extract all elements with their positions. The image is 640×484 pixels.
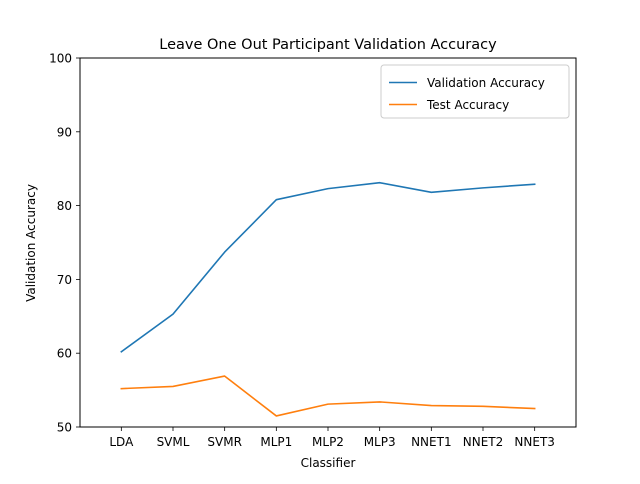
legend-label: Validation Accuracy xyxy=(427,76,545,90)
legend: Validation Accuracy Test Accuracy xyxy=(381,65,569,118)
y-tick-label: 60 xyxy=(57,347,72,361)
legend-label: Test Accuracy xyxy=(426,98,509,112)
x-axis-label: Classifier xyxy=(301,456,356,470)
x-tick-label: LDA xyxy=(109,435,134,449)
x-tick-label: MLP3 xyxy=(364,435,396,449)
x-tick-label: NNET1 xyxy=(411,435,452,449)
y-axis-label: Validation Accuracy xyxy=(24,184,38,302)
chart-title: Leave One Out Participant Validation Acc… xyxy=(159,37,497,53)
y-tick-label: 70 xyxy=(57,273,72,287)
y-tick-label: 90 xyxy=(57,125,72,139)
x-tick-label: MLP2 xyxy=(312,435,344,449)
x-tick-label: NNET2 xyxy=(463,435,504,449)
y-tick-label: 80 xyxy=(57,199,72,213)
x-tick-label: MLP1 xyxy=(260,435,292,449)
x-tick-label: SVMR xyxy=(207,435,242,449)
x-tick-label: SVML xyxy=(157,435,190,449)
x-tick-label: NNET3 xyxy=(514,435,555,449)
y-tick-label: 100 xyxy=(49,52,72,66)
y-tick-label: 50 xyxy=(57,421,72,435)
